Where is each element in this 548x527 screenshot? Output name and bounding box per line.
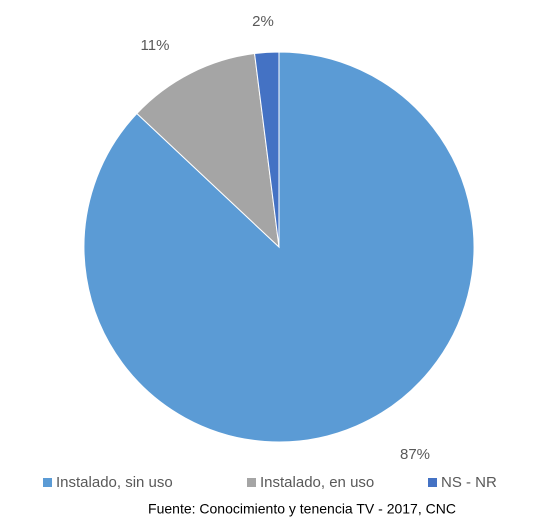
legend-label: NS - NR (441, 474, 497, 491)
legend-label: Instalado, sin uso (56, 474, 173, 491)
legend-label: Instalado, en uso (260, 474, 374, 491)
pie-slice (254, 51, 280, 248)
legend-swatch (247, 478, 256, 487)
legend-swatch (43, 478, 52, 487)
data-label: 87% (400, 446, 430, 463)
data-label: 2% (252, 13, 274, 30)
pie-slice (136, 52, 280, 249)
source-note: Fuente: Conocimiento y tenencia TV - 201… (148, 501, 456, 517)
legend-swatch (428, 478, 437, 487)
data-label: 11% (141, 37, 170, 54)
